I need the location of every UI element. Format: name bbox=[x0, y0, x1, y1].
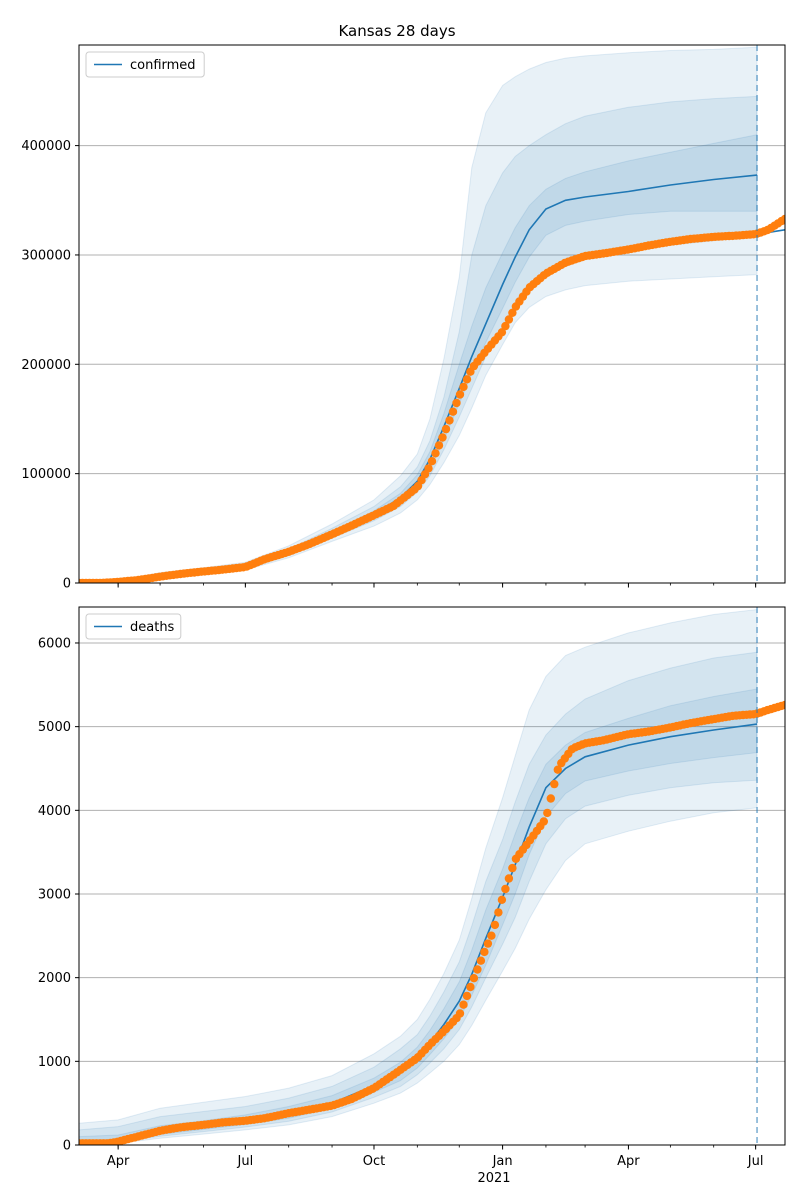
x-year-label: 2021 bbox=[477, 1171, 510, 1186]
observed-point bbox=[441, 424, 451, 434]
y-tick-label: 0 bbox=[63, 1139, 71, 1154]
observed-point bbox=[455, 1009, 465, 1018]
y-tick-label: 400000 bbox=[21, 139, 71, 154]
observed-point bbox=[501, 884, 510, 894]
observed-point bbox=[476, 956, 486, 965]
observed-point bbox=[508, 863, 517, 873]
observed-point bbox=[455, 390, 465, 399]
uncertainty-band bbox=[79, 134, 758, 583]
observed-point bbox=[431, 449, 440, 458]
x-tick-label: Apr bbox=[107, 1154, 130, 1169]
axes-frame bbox=[78, 606, 786, 1146]
observed-point bbox=[462, 991, 472, 1001]
deaths-panel: 0 1000 2000 3000 4000 5000 6000 Apr Jul Oct Jan Apr… bbox=[38, 606, 786, 1169]
x-tick-label: Apr bbox=[617, 1154, 640, 1169]
confirmed-panel: 0 100000 200000 300000 400000 confirmed bbox=[21, 44, 786, 592]
x-tick-label: Oct bbox=[363, 1154, 385, 1169]
x-tick-label: Jul bbox=[237, 1154, 254, 1169]
observed-point bbox=[553, 765, 562, 774]
observed-point bbox=[546, 794, 555, 803]
observed-point bbox=[469, 974, 479, 983]
observed-point bbox=[508, 308, 517, 317]
observed-point bbox=[438, 433, 447, 442]
y-tick-label: 3000 bbox=[38, 887, 71, 902]
y-tick-label: 300000 bbox=[21, 248, 71, 263]
observed-point bbox=[494, 908, 503, 917]
observed-point bbox=[445, 416, 454, 425]
observed-point bbox=[452, 398, 461, 408]
observed-point bbox=[473, 965, 482, 974]
observed-point bbox=[459, 1000, 468, 1009]
y-tick-label: 100000 bbox=[21, 467, 71, 482]
observed-point bbox=[497, 895, 507, 904]
observed-point bbox=[462, 375, 472, 384]
axes-frame bbox=[78, 44, 786, 584]
observed-point bbox=[504, 315, 514, 324]
observed-point bbox=[543, 808, 552, 818]
observed-point bbox=[550, 779, 559, 789]
observed-point bbox=[501, 321, 510, 331]
observed-point bbox=[483, 939, 493, 948]
x-tick-label: Jul bbox=[747, 1154, 764, 1169]
y-tick-label: 1000 bbox=[38, 1055, 71, 1070]
observed-point bbox=[466, 982, 475, 992]
y-tick-label: 5000 bbox=[38, 720, 71, 735]
legend: deaths bbox=[85, 613, 182, 640]
legend-box bbox=[85, 51, 205, 78]
y-tick-label: 6000 bbox=[38, 636, 71, 651]
legend-label: confirmed bbox=[130, 58, 196, 73]
observed-point bbox=[504, 874, 514, 883]
observed-point bbox=[424, 464, 433, 473]
y-tick-label: 0 bbox=[63, 577, 71, 592]
observed-point bbox=[448, 407, 458, 416]
y-tick-label: 4000 bbox=[38, 804, 71, 819]
observed-point bbox=[539, 817, 548, 826]
x-tick-label: Jan bbox=[492, 1154, 513, 1169]
observed-point bbox=[497, 328, 507, 337]
observed-point bbox=[459, 382, 468, 392]
observed-point bbox=[490, 920, 500, 930]
observed-point bbox=[780, 214, 785, 224]
observed-point bbox=[480, 947, 489, 957]
y-tick-label: 2000 bbox=[38, 971, 71, 986]
plot-area bbox=[79, 46, 785, 583]
legend-label: deaths bbox=[130, 620, 175, 635]
legend-box bbox=[85, 613, 182, 640]
observed-point bbox=[487, 931, 496, 940]
chart-title: Kansas 28 days bbox=[338, 22, 455, 40]
legend: confirmed bbox=[85, 51, 205, 78]
observed-point bbox=[427, 457, 437, 466]
plot-area bbox=[79, 608, 785, 1145]
observed-point bbox=[434, 441, 444, 450]
y-tick-label: 200000 bbox=[21, 358, 71, 373]
observed-point bbox=[780, 700, 785, 710]
